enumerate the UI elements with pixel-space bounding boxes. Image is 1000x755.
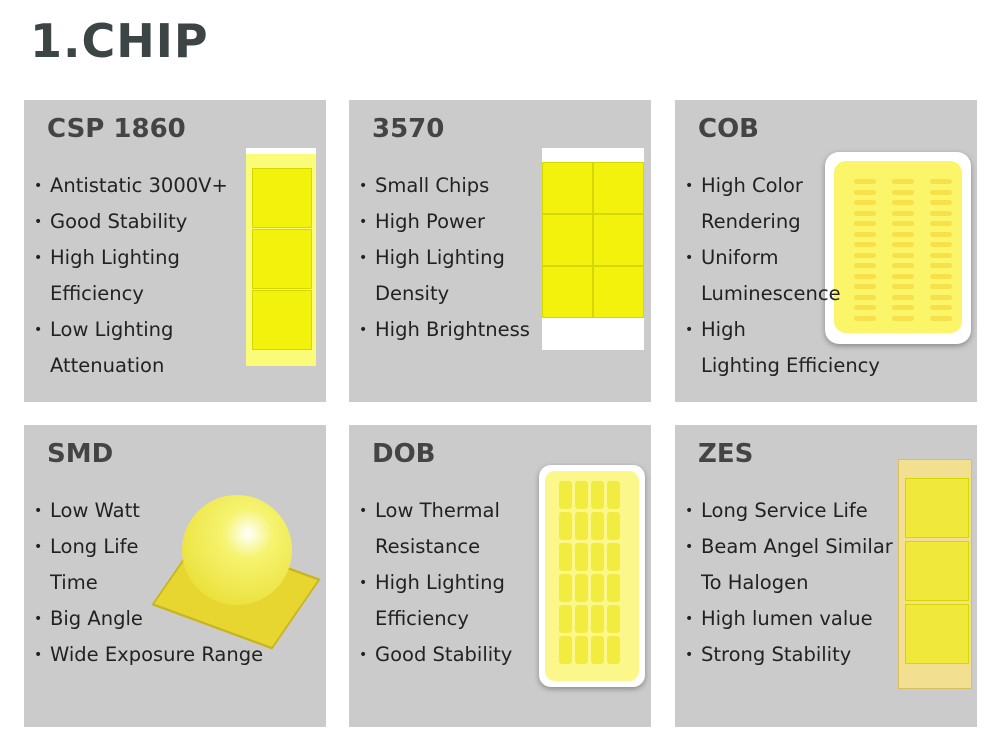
feature-item: Strong Stability <box>685 637 893 673</box>
feature-item: Antistatic 3000V+ <box>34 168 228 204</box>
feature-item: Long Life <box>34 529 263 565</box>
feature-item: High Power <box>359 204 530 240</box>
feature-list: Small ChipsHigh PowerHigh Lighting Densit… <box>359 168 530 348</box>
feature-item: Low Lighting <box>34 312 228 348</box>
feature-list: Low WattLong Life Time Big AngleWide Expos… <box>34 493 263 673</box>
feature-list: Antistatic 3000V+Good StabilityHigh Ligh… <box>34 168 228 384</box>
feature-item: Resistance <box>375 535 481 558</box>
feature-item: Lighting Efficiency <box>701 354 880 377</box>
panel-3570: 3570 Small ChipsHigh PowerHigh Lighting De… <box>349 100 651 402</box>
feature-list: High Color Rendering Uniform Luminescence Hi… <box>685 168 880 384</box>
feature-item: Small Chips <box>359 168 530 204</box>
panel-title: DOB <box>372 439 436 469</box>
feature-item: Good Stability <box>359 637 512 673</box>
panel-dob: DOB Low Thermal Resistance High Lighting Eff… <box>349 425 651 727</box>
feature-item: High Lighting <box>34 240 228 276</box>
feature-item: Good Stability <box>34 204 228 240</box>
feature-item: High <box>685 312 880 348</box>
panel-title: COB <box>698 114 760 144</box>
feature-item: Uniform <box>685 240 880 276</box>
panel-cob: COB High Color Rendering Uniform Luminescenc… <box>675 100 977 402</box>
feature-item: Efficiency <box>375 607 469 630</box>
feature-item: Long Service Life <box>685 493 893 529</box>
feature-item: High Lighting <box>359 565 512 601</box>
feature-item: Efficiency <box>50 282 144 305</box>
panel-zes: ZES Long Service LifeBeam Angel Similar To… <box>675 425 977 727</box>
panel-smd: SMD Low WattLong Life Time Big AngleWide Ex… <box>24 425 326 727</box>
panel-csp-1860: CSP 1860 Antistatic 3000V+Good StabilityH… <box>24 100 326 402</box>
feature-item: High Lighting <box>359 240 530 276</box>
feature-item: Low Watt <box>34 493 263 529</box>
feature-item: To Halogen <box>701 571 809 594</box>
feature-item: High Color <box>685 168 880 204</box>
feature-item: High lumen value <box>685 601 893 637</box>
feature-item: Low Thermal <box>359 493 512 529</box>
panel-title: 3570 <box>372 114 445 144</box>
panel-title: SMD <box>47 439 114 469</box>
feature-item: Luminescence <box>701 282 841 305</box>
feature-item: Big Angle <box>34 601 263 637</box>
feature-item: High Brightness <box>359 312 530 348</box>
panel-title: ZES <box>698 439 754 469</box>
feature-list: Long Service LifeBeam Angel Similar To Ha… <box>685 493 893 673</box>
feature-item: Beam Angel Similar <box>685 529 893 565</box>
feature-item: Time <box>50 571 98 594</box>
feature-item: Attenuation <box>50 354 165 377</box>
feature-item: Rendering <box>701 210 801 233</box>
feature-item: Wide Exposure Range <box>34 637 263 673</box>
page-heading: 1.CHIP <box>30 14 209 68</box>
feature-list: Low Thermal Resistance High Lighting Effici… <box>359 493 512 673</box>
feature-item: Density <box>375 282 450 305</box>
panel-title: CSP 1860 <box>47 114 186 144</box>
